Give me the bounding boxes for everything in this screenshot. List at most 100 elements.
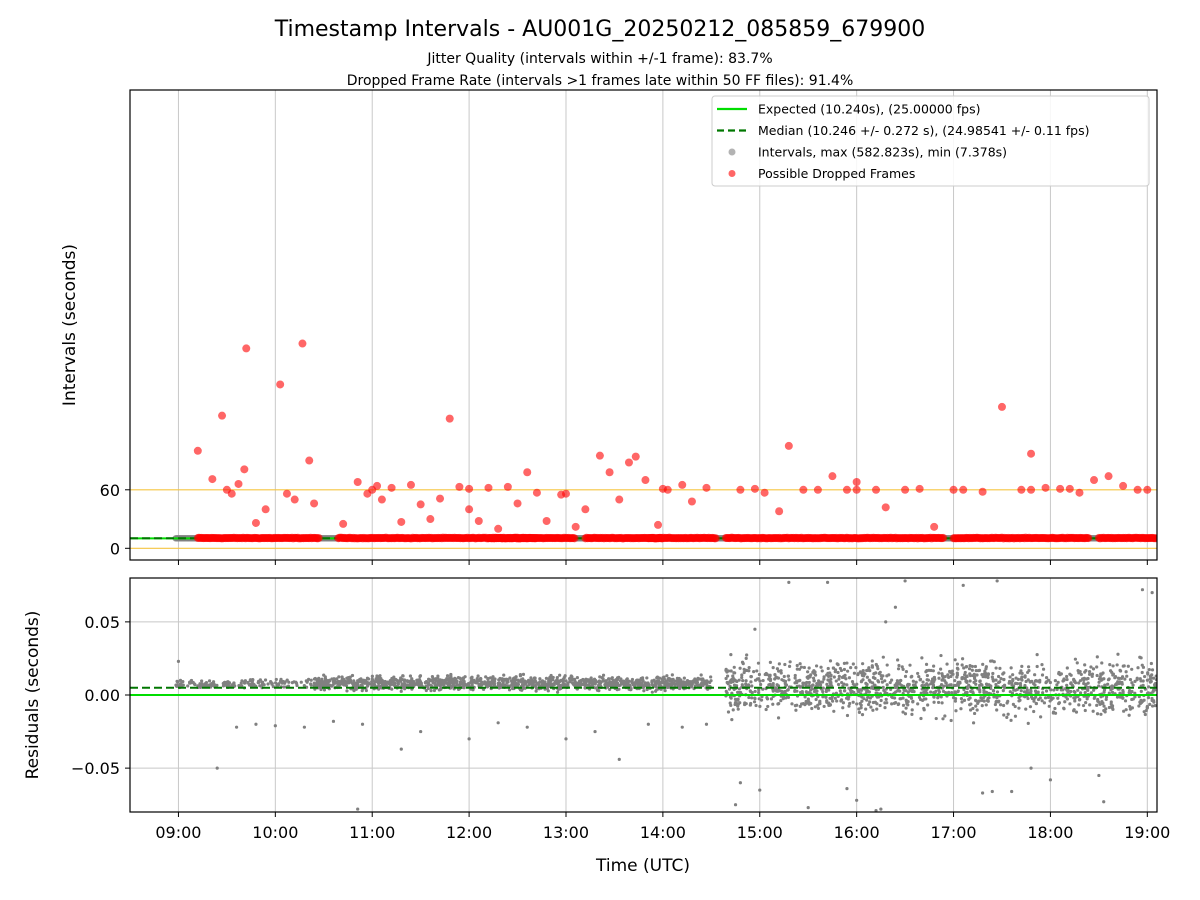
residual-point [1110,684,1114,688]
residual-point [936,700,941,705]
residual-point [742,670,746,675]
residual-point [768,660,772,665]
residual-point [897,663,901,668]
residual-point [299,680,303,684]
residual-point [507,688,512,692]
dropped-frame-point [436,494,445,503]
residual-point [664,679,669,683]
residual-point [1030,696,1034,701]
residual-point [1148,702,1152,706]
residual-point [670,680,674,685]
dropped-frame-point [901,485,910,494]
residual-point [529,678,534,682]
residual-point [439,687,443,691]
residual-point [573,677,577,681]
residual-point [1153,704,1157,708]
residual-point [1087,670,1092,674]
residual-point [573,683,577,687]
residual-point [258,684,262,688]
dropped-frame-point [234,479,243,488]
residual-point [274,677,278,682]
dropped-frame-point [1027,449,1036,458]
residual-point [990,675,994,679]
residual-point [969,689,973,693]
residual-point [446,678,451,683]
residual-point [700,677,704,681]
residual-point [982,690,986,695]
residual-point [491,681,495,685]
residual-point [971,706,975,711]
dropped-frame-point [571,522,580,531]
dropped-frame-point [426,515,435,524]
dropped-frame-point [406,480,415,489]
residual-point [1111,664,1115,668]
residual-point [471,679,475,683]
residual-point [749,680,753,684]
residual-point [794,708,798,712]
dropped-frame-point [494,524,503,533]
dropped-frame-point [261,505,270,514]
residual-point [993,702,997,707]
dropped-frame-point [1027,485,1036,494]
residual-point [417,678,422,682]
residual-point [910,712,914,717]
residual-point [497,686,501,690]
residual-point [1140,670,1144,675]
residual-point [746,683,751,687]
residual-point [619,677,623,681]
residual-point [978,679,982,683]
dropped-frame-point [852,485,861,494]
residual-point [802,665,806,670]
residual-point [900,665,904,669]
residual-point [835,699,839,703]
residual-point [1095,703,1099,707]
residual-point [1046,678,1051,682]
residual-point [570,681,575,685]
residual-point [1103,683,1107,687]
residual-point [926,703,930,707]
residual-point [847,676,852,680]
residual-point [940,701,944,705]
residual-point [430,675,435,679]
residual-point [397,679,401,683]
dropped-frame-point [1090,476,1099,485]
residual-point [569,674,573,678]
residual-point [1016,677,1020,682]
residual-point [1145,678,1149,682]
residual-point [818,701,822,705]
residual-point [836,663,840,667]
dropped-frame-point [978,487,987,496]
dropped-frame-point [930,522,939,531]
residual-point [370,674,374,678]
residual-point [1089,691,1093,695]
residual-point [740,673,744,677]
residual-point [856,672,860,677]
residual-point [787,678,791,682]
residual-point [212,682,216,686]
residual-point [1107,691,1111,695]
residual-point [403,687,407,691]
residual-point [1044,689,1049,693]
residual-point [369,682,373,686]
residual-point [478,682,482,686]
residual-point [181,683,185,687]
residual-point [538,680,542,684]
residual-point [779,671,783,675]
dropped-frame-point [828,472,837,481]
residual-point [1142,674,1147,679]
residual-point [606,677,611,681]
residual-point [666,685,670,689]
residual-point [978,690,982,694]
residual-point [896,658,900,662]
residual-point [1011,679,1015,683]
residual-point [373,680,377,684]
residual-point [875,707,879,711]
residual-point [482,682,487,686]
top-y-tick-label: 0 [110,539,120,558]
residual-point [221,684,226,688]
residual-point [645,676,649,680]
residual-point [1090,674,1094,678]
residual-point [695,678,699,682]
residual-point [845,683,849,687]
